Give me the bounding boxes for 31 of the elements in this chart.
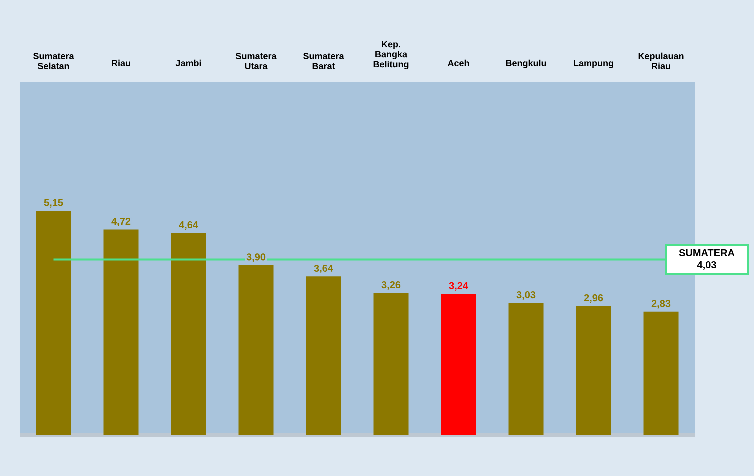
- x-tick-label: Sumatera Utara: [236, 53, 277, 70]
- data-label: 2,83: [652, 300, 671, 309]
- bar: [576, 306, 612, 435]
- data-label: 4,64: [179, 221, 198, 230]
- bar: [36, 211, 72, 435]
- x-tick-label: Riau: [112, 60, 130, 67]
- ref-line-label: SUMATERA 4,03: [679, 249, 735, 270]
- bar: [374, 293, 409, 435]
- x-tick-label: Lampung: [574, 60, 614, 68]
- bar: [104, 230, 139, 435]
- x-tick-label: Bengkulu: [506, 60, 546, 68]
- data-label: 3,24: [449, 282, 468, 291]
- bar: [441, 294, 476, 435]
- data-label: 2,96: [584, 294, 604, 304]
- data-label: 3,26: [382, 281, 401, 290]
- x-tick-label: Aceh: [448, 60, 470, 67]
- bar: [644, 312, 679, 435]
- bar: [238, 265, 274, 435]
- bar: [508, 303, 544, 435]
- bar: [306, 276, 342, 435]
- x-tick-label: Jambi: [176, 60, 202, 67]
- x-tick-label: Kep. Bangka Belitung: [374, 41, 409, 70]
- data-label: 5,15: [44, 199, 64, 208]
- bar: [171, 233, 206, 435]
- x-tick-label: Kepulauan Riau: [638, 52, 684, 70]
- data-label: 3,03: [516, 291, 536, 300]
- x-tick-label: Sumatera Selatan: [34, 53, 74, 70]
- data-label: 4,72: [112, 218, 131, 227]
- data-label: 3,90: [246, 254, 266, 262]
- data-label: 3,64: [314, 264, 334, 274]
- x-tick-label: Sumatera Barat: [304, 53, 344, 70]
